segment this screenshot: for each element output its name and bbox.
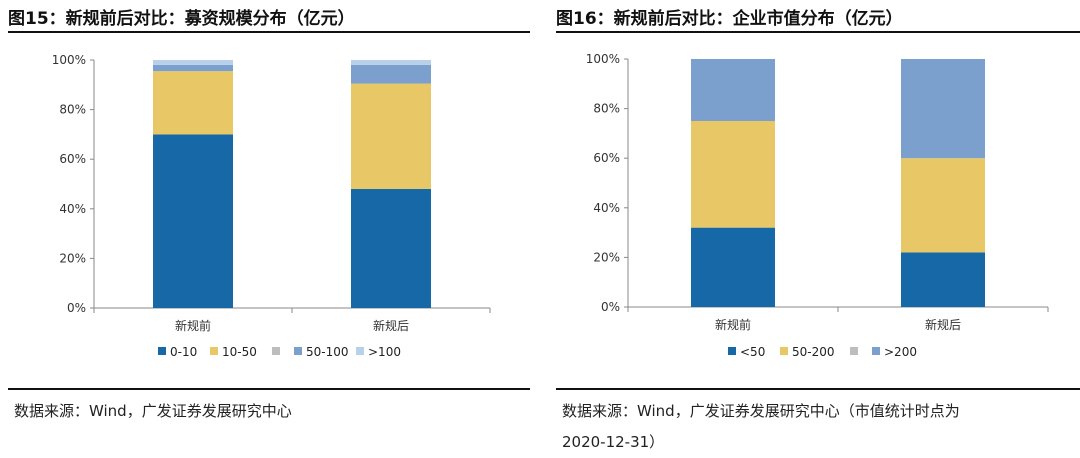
bar-segment <box>901 59 985 159</box>
bar-segment <box>153 71 233 135</box>
y-tick-label: 80% <box>593 102 620 116</box>
source-note: 数据来源：Wind，广发证券发展研究中心（市值统计时点为 2020-12-31） <box>562 396 960 458</box>
y-tick-label: 100% <box>586 52 620 66</box>
bar-segment <box>691 59 775 121</box>
legend-label: 0-10 <box>170 345 197 359</box>
y-tick-label: 0% <box>67 301 86 315</box>
y-tick-label: 40% <box>593 201 620 215</box>
category-label: 新规前 <box>175 318 211 333</box>
legend-label: >100 <box>368 345 401 359</box>
y-tick-label: 80% <box>59 103 86 117</box>
top-rule <box>8 31 530 33</box>
y-tick-label: 20% <box>59 251 86 265</box>
y-tick-label: 40% <box>59 202 86 216</box>
y-tick-label: 100% <box>52 53 86 67</box>
figure-title: 图15：新规前后对比：募资规模分布（亿元） <box>8 9 355 29</box>
category-label: 新规后 <box>373 318 409 333</box>
bar-segment <box>351 188 431 308</box>
figure-title: 图16：新规前后对比：企业市值分布（亿元） <box>556 9 903 29</box>
legend-swatch <box>272 347 280 355</box>
legend-label: 50-100 <box>306 345 349 359</box>
bar-segment <box>691 227 775 307</box>
top-rule <box>556 31 1080 33</box>
legend-label: 10-50 <box>222 345 257 359</box>
bar-segment <box>153 60 233 65</box>
legend-swatch <box>356 347 364 355</box>
figure-panel-market-cap: 图16：新规前后对比：企业市值分布（亿元） 0% 20% 40% 60% 80% 100%… <box>548 0 1080 451</box>
y-tick-label: 20% <box>593 250 620 264</box>
bottom-rule <box>8 388 530 390</box>
bar-segment <box>691 121 775 228</box>
y-tick-label: 60% <box>593 151 620 165</box>
market-cap-chart: 0% 20% 40% 60% 80% 100% 新规前 新规后 <50 50-200 >200 <box>586 52 1049 359</box>
legend-swatch <box>780 347 788 355</box>
fundraising-chart: 0% 20% 40% 60% 80% 100% 新规前 新规后 0-10 10-50 50-100 >… <box>52 53 491 359</box>
bar-segment <box>153 134 233 308</box>
legend-swatch <box>850 347 858 355</box>
legend-swatch <box>210 347 218 355</box>
legend-swatch <box>872 347 880 355</box>
figure-panel-fundraising: 图15：新规前后对比：募资规模分布（亿元） 0% 20% 40% 60% 80% 100%… <box>0 0 530 451</box>
bar-segment <box>153 64 233 72</box>
source-line: 数据来源：Wind，广发证券发展研究中心 <box>14 402 292 420</box>
legend-label: >200 <box>884 345 917 359</box>
y-tick-label: 0% <box>601 300 620 314</box>
bar-segment <box>351 60 431 65</box>
category-label: 新规前 <box>715 317 751 332</box>
legend-label: <50 <box>740 345 765 359</box>
source-line-2: 2020-12-31） <box>562 433 665 451</box>
legend-label: 50-200 <box>792 345 835 359</box>
y-tick-label: 60% <box>59 152 86 166</box>
source-line: 数据来源：Wind，广发证券发展研究中心（市值统计时点为 <box>562 402 960 420</box>
legend-swatch <box>158 347 166 355</box>
legend-swatch <box>294 347 302 355</box>
bottom-rule <box>556 388 1080 390</box>
bar-segment <box>901 158 985 253</box>
legend-swatch <box>728 347 736 355</box>
bar-segment <box>351 83 431 189</box>
category-label: 新规后 <box>925 317 961 332</box>
bar-segment <box>901 252 985 307</box>
source-note: 数据来源：Wind，广发证券发展研究中心 <box>14 396 292 427</box>
bar-segment <box>351 64 431 84</box>
